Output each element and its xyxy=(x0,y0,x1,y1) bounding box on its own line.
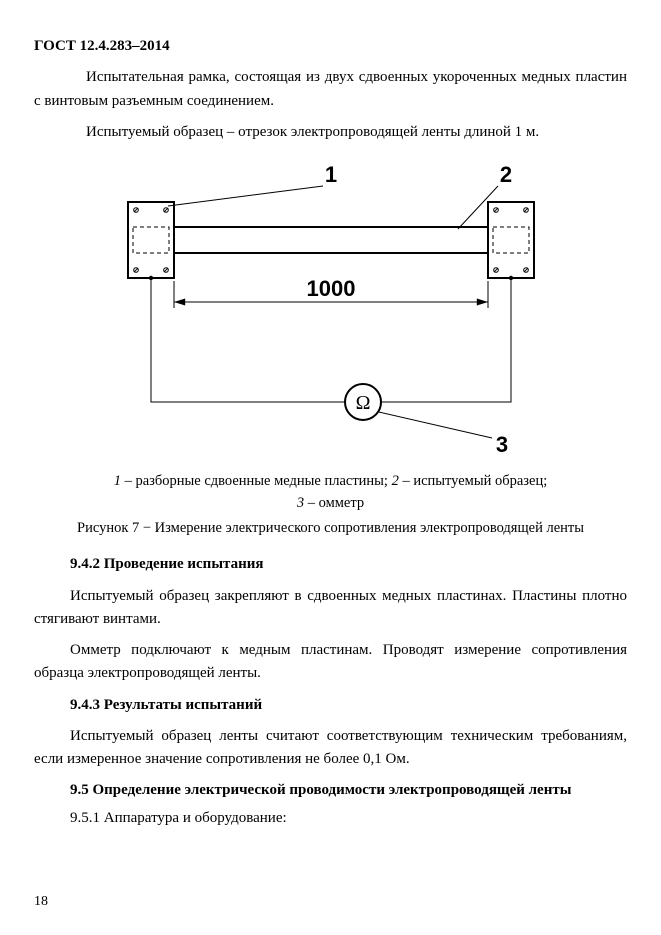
page-container: ГОСТ 12.4.283–2014 Испытательная рамка, … xyxy=(0,0,661,935)
section-9-5-head: 9.5 Определение электрической проводимос… xyxy=(34,779,627,802)
legend-text-1: – разборные сдвоенные медные пластины; xyxy=(121,473,392,489)
svg-text:Ω: Ω xyxy=(355,392,370,414)
section-9-4-2-head: 9.4.2 Проведение испытания xyxy=(34,553,627,576)
section-9-4-2-p1: Испытуемый образец закрепляют в сдвоенны… xyxy=(34,585,627,632)
section-9-4-3-head: 9.4.3 Результаты испытаний xyxy=(34,694,627,717)
figure-legend: 1 – разборные сдвоенные медные пластины;… xyxy=(34,470,627,515)
page-number: 18 xyxy=(34,891,48,913)
svg-text:2: 2 xyxy=(499,162,511,187)
svg-text:3: 3 xyxy=(495,432,507,457)
legend-num-2: 2 xyxy=(392,473,399,489)
section-9-4-3-p1: Испытуемый образец ленты считают соответ… xyxy=(34,725,627,772)
figure-7: 1 2 1000 Ω 3 xyxy=(34,154,627,464)
legend-text-2: – испытуемый образец; xyxy=(399,473,547,489)
figure-diagram: 1 2 1000 Ω 3 xyxy=(66,154,596,464)
document-id: ГОСТ 12.4.283–2014 xyxy=(34,35,627,58)
svg-text:1000: 1000 xyxy=(306,276,355,301)
legend-num-1: 1 xyxy=(114,473,121,489)
svg-text:1: 1 xyxy=(324,162,336,187)
paragraph-frame-desc: Испытательная рамка, состоящая из двух с… xyxy=(34,66,627,113)
paragraph-sample-desc: Испытуемый образец – отрезок электропров… xyxy=(34,121,627,144)
section-9-5-1: 9.5.1 Аппаратура и оборудование: xyxy=(34,807,627,830)
figure-caption: Рисунок 7 − Измерение электрического соп… xyxy=(34,517,627,539)
legend-text-3: – омметр xyxy=(304,495,364,511)
section-9-4-2-p2: Омметр подключают к медным пластинам. Пр… xyxy=(34,639,627,686)
